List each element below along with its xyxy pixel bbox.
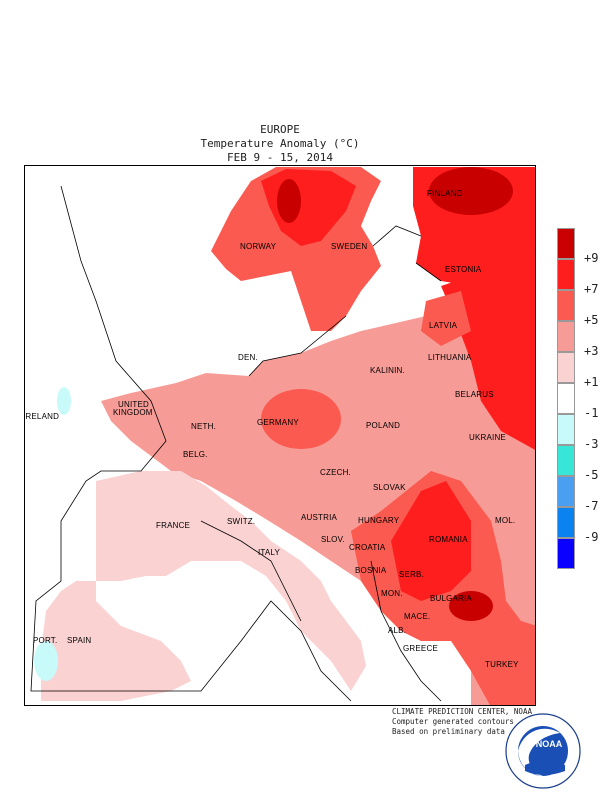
legend-tick-7: -5 xyxy=(584,468,599,482)
latvia-fill xyxy=(421,291,471,346)
credit-line-2: Computer generated contours xyxy=(392,717,514,726)
logo-text: NOAA xyxy=(536,739,563,749)
legend-tick-3: +3 xyxy=(584,344,599,358)
legend-swatch-2 xyxy=(557,290,575,321)
legend-tick-8: -7 xyxy=(584,499,599,513)
country-label-albania: ALB. xyxy=(388,626,407,635)
country-label-united: UNITED xyxy=(118,400,149,409)
legend-swatch-3 xyxy=(557,321,575,352)
country-label-denmark: DEN. xyxy=(238,353,258,362)
country-label-slovakia: SLOVAK xyxy=(373,483,406,492)
country-label-bulgaria: BULGARIA xyxy=(430,594,473,603)
country-label-netherlands: NETH. xyxy=(191,422,216,431)
country-label-romania: ROMANIA xyxy=(429,535,468,544)
map-title: EUROPE xyxy=(260,123,300,136)
legend-swatch-8 xyxy=(557,476,575,507)
country-label-austria: AUSTRIA xyxy=(301,513,338,522)
country-label-estonia: ESTONIA xyxy=(445,265,482,274)
country-label-kingdom: KINGDOM xyxy=(113,408,153,417)
credit-line-1: CLIMATE PREDICTION CENTER, NOAA xyxy=(392,707,532,716)
color-legend xyxy=(557,228,575,569)
coastline xyxy=(30,185,442,702)
country-label-montenegro: MON. xyxy=(381,589,403,598)
country-label-greece: GREECE xyxy=(403,644,438,653)
noaa-logo-icon: NOAA xyxy=(505,713,581,789)
country-label-moldova: MOL. xyxy=(495,516,516,525)
legend-swatch-9 xyxy=(557,507,575,538)
portugal-cool xyxy=(34,641,58,681)
country-label-poland: POLAND xyxy=(366,421,401,430)
country-label-ukraine: UKRAINE xyxy=(469,433,506,442)
country-label-kaliningrad: KALININ. xyxy=(370,366,405,375)
legend-tick-2: +5 xyxy=(584,313,599,327)
legend-tick-1: +7 xyxy=(584,282,599,296)
legend-swatch-4 xyxy=(557,352,575,383)
country-label-serbia: SERB. xyxy=(399,570,425,579)
legend-swatch-1 xyxy=(557,259,575,290)
legend-tick-5: -1 xyxy=(584,406,599,420)
country-label-germany: GERMANY xyxy=(257,418,299,427)
country-label-turkey: TURKEY xyxy=(485,660,519,669)
country-label-macedonia: MACE. xyxy=(404,612,431,621)
country-label-lithuania: LITHUANIA xyxy=(428,353,472,362)
credit-line-3: Based on preliminary data xyxy=(392,727,505,736)
country-label-switzerland: SWITZ. xyxy=(227,517,256,526)
legend-swatch-7 xyxy=(557,445,575,476)
country-label-hungary: HUNGARY xyxy=(358,516,400,525)
anomaly-map: FINLAND NORWAY SWEDEN ESTONIA LATVIA DEN… xyxy=(24,165,536,706)
legend-swatch-10 xyxy=(557,538,575,569)
legend-swatch-6 xyxy=(557,414,575,445)
legend-tick-4: +1 xyxy=(584,375,599,389)
map-subtitle: Temperature Anomaly (°C) xyxy=(200,137,360,150)
map-date-range: FEB 9 - 15, 2014 xyxy=(227,151,333,164)
legend-tick-0: +9 xyxy=(584,251,599,265)
anomaly-map-drawing xyxy=(30,167,535,705)
norway-max xyxy=(277,179,301,223)
ireland-cool xyxy=(57,387,71,415)
country-label-finland: FINLAND xyxy=(427,189,463,198)
country-label-czech: CZECH. xyxy=(320,468,351,477)
country-label-sweden: SWEDEN xyxy=(331,242,368,251)
country-label-ireland: IRELAND xyxy=(24,412,60,421)
country-label-bosnia: BOSNIA xyxy=(355,566,387,575)
baltic-east-fill xyxy=(441,251,535,450)
country-label-slovenia: SLOV. xyxy=(321,535,345,544)
country-label-latvia: LATVIA xyxy=(429,321,458,330)
finland-max xyxy=(429,167,513,215)
legend-tick-6: -3 xyxy=(584,437,599,451)
country-label-italy: ITALY xyxy=(258,548,281,557)
legend-tick-9: -9 xyxy=(584,530,599,544)
country-label-france: FRANCE xyxy=(156,521,191,530)
bulgaria-max xyxy=(449,591,493,621)
country-label-croatia: CROATIA xyxy=(349,543,386,552)
country-label-belgium: BELG. xyxy=(183,450,208,459)
romania-core xyxy=(391,481,471,601)
legend-swatch-0 xyxy=(557,228,575,259)
southwest-fill xyxy=(41,471,366,701)
country-label-portugal: PORT. xyxy=(33,636,58,645)
country-label-belarus: BELARUS xyxy=(455,390,494,399)
country-label-norway: NORWAY xyxy=(240,242,277,251)
legend-swatch-5 xyxy=(557,383,575,414)
country-label-spain: SPAIN xyxy=(67,636,92,645)
germany-max xyxy=(261,389,341,449)
